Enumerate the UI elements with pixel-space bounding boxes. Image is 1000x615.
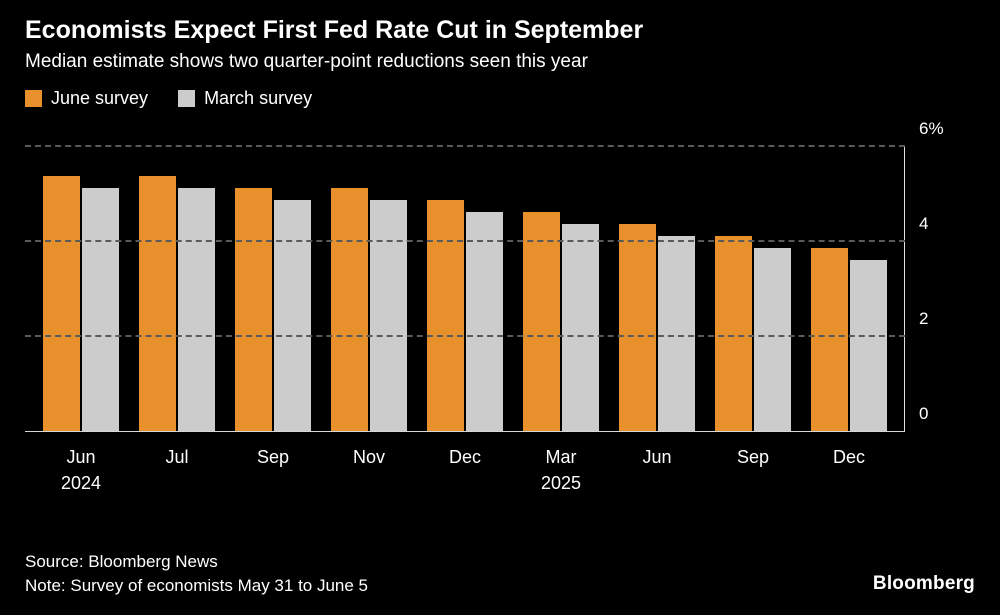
plot: 6% 4 2 0 bbox=[25, 119, 944, 432]
gridline-6 bbox=[25, 144, 905, 147]
chart-subtitle: Median estimate shows two quarter-point … bbox=[25, 50, 588, 72]
bar-march-survey bbox=[754, 247, 791, 432]
x-axis-label-jul: Jul bbox=[165, 446, 189, 467]
legend-label-march-survey: March survey bbox=[204, 87, 313, 108]
bar-june-survey bbox=[811, 247, 848, 432]
bar-group-mar-2025 bbox=[513, 147, 609, 432]
legend-item-march-survey: March survey bbox=[178, 88, 312, 109]
bar-group-dec bbox=[801, 147, 897, 432]
bar-group-jul bbox=[129, 147, 225, 432]
x-axis-labels: Jun 2024 Jul Sep Nov Dec Mar 2025 Jun Sep Dec bbox=[25, 444, 905, 496]
y-tick-label-0: 0 bbox=[919, 403, 929, 423]
x-axis-label-nov: Nov bbox=[352, 446, 385, 467]
bar-group-jun-2024 bbox=[33, 147, 129, 432]
bar-march-survey bbox=[850, 259, 887, 432]
source-line: Source: Bloomberg News bbox=[25, 551, 218, 571]
bars-container bbox=[25, 147, 905, 432]
bar-june-survey bbox=[43, 176, 80, 432]
bar-june-survey bbox=[619, 223, 656, 432]
note-line: Note: Survey of economists May 31 to Jun… bbox=[25, 576, 369, 596]
bar-june-survey bbox=[523, 212, 560, 432]
y-tick-label-6: 6% bbox=[919, 118, 944, 138]
x-axis-label-jun: Jun bbox=[642, 446, 672, 467]
bar-group-sep bbox=[705, 147, 801, 432]
bar-june-survey bbox=[139, 176, 176, 432]
bar-june-survey bbox=[235, 188, 272, 432]
x-axis-label-jun-2024: Jun 2024 bbox=[60, 446, 102, 493]
y-tick-label-2: 2 bbox=[919, 308, 929, 328]
bar-june-survey bbox=[331, 188, 368, 432]
chart-header: Economists Expect First Fed Rate Cut in … bbox=[0, 0, 1000, 109]
gridline-0 bbox=[25, 430, 905, 432]
bar-group-dec bbox=[417, 147, 513, 432]
y-tick-label-4: 4 bbox=[919, 213, 929, 233]
legend-label-june-survey: June survey bbox=[51, 87, 149, 108]
june-survey-swatch-icon bbox=[25, 89, 42, 107]
chart-area: 6% 4 2 0 Jun 2024 Jul Sep Nov Dec Mar 2025 Jun Sep De… bbox=[25, 119, 975, 496]
chart-footer: Source: Bloomberg News Note: Survey of e… bbox=[25, 550, 368, 599]
bar-june-survey bbox=[427, 200, 464, 432]
gridline-2 bbox=[25, 334, 905, 337]
x-axis-label-mar-2025: Mar 2025 bbox=[540, 446, 582, 493]
bar-march-survey bbox=[370, 200, 407, 432]
bar-march-survey bbox=[274, 200, 311, 432]
bar-group-nov bbox=[321, 147, 417, 432]
chart-title: Economists Expect First Fed Rate Cut in … bbox=[25, 16, 644, 44]
bar-june-survey bbox=[715, 235, 752, 432]
bar-group-sep bbox=[225, 147, 321, 432]
x-axis-label-sep: Sep bbox=[256, 446, 290, 467]
gridline-4 bbox=[25, 239, 905, 242]
y-axis-line bbox=[904, 146, 905, 432]
x-axis-label-dec: Dec bbox=[448, 446, 481, 467]
bloomberg-logo: Bloomberg bbox=[872, 573, 975, 594]
legend-item-june-survey: June survey bbox=[25, 88, 148, 109]
x-axis-label-dec: Dec bbox=[832, 446, 865, 467]
march-survey-swatch-icon bbox=[178, 89, 196, 107]
x-axis-label-sep: Sep bbox=[736, 446, 770, 467]
bar-march-survey bbox=[82, 188, 119, 432]
bar-march-survey bbox=[658, 235, 695, 432]
bar-march-survey bbox=[562, 223, 599, 432]
bar-march-survey bbox=[466, 212, 503, 432]
bar-group-jun bbox=[609, 147, 705, 432]
legend: June survey March survey bbox=[25, 88, 975, 109]
bar-march-survey bbox=[178, 188, 215, 432]
